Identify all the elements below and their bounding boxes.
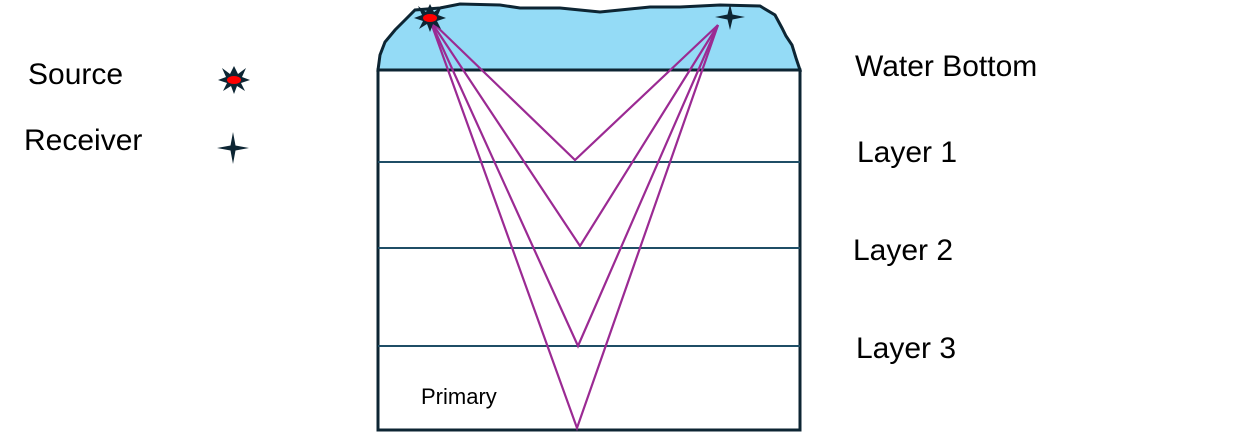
legend-receiver-icon: [217, 132, 249, 164]
water-layer: [376, 2, 803, 72]
subsurface-box: [376, 68, 802, 432]
layer3-label: Layer 3: [856, 332, 957, 365]
layer1-label: Layer 1: [857, 136, 958, 169]
water-bottom-label: Water Bottom: [855, 50, 1038, 83]
layer2-label: Layer 2: [853, 234, 954, 267]
primary-label: Primary: [421, 384, 497, 409]
legend-source-label: Source: [28, 58, 124, 91]
ray-layer2: [429, 19, 719, 249]
ray-layer1: [429, 19, 719, 162]
legend-receiver-label: Receiver: [24, 124, 143, 157]
legend-source-icon: [218, 66, 250, 94]
source-marker-icon: [414, 4, 446, 32]
ray-primary: [428, 19, 720, 432]
ray-layer3: [428, 19, 720, 349]
receiver-marker-icon: [715, 4, 745, 30]
